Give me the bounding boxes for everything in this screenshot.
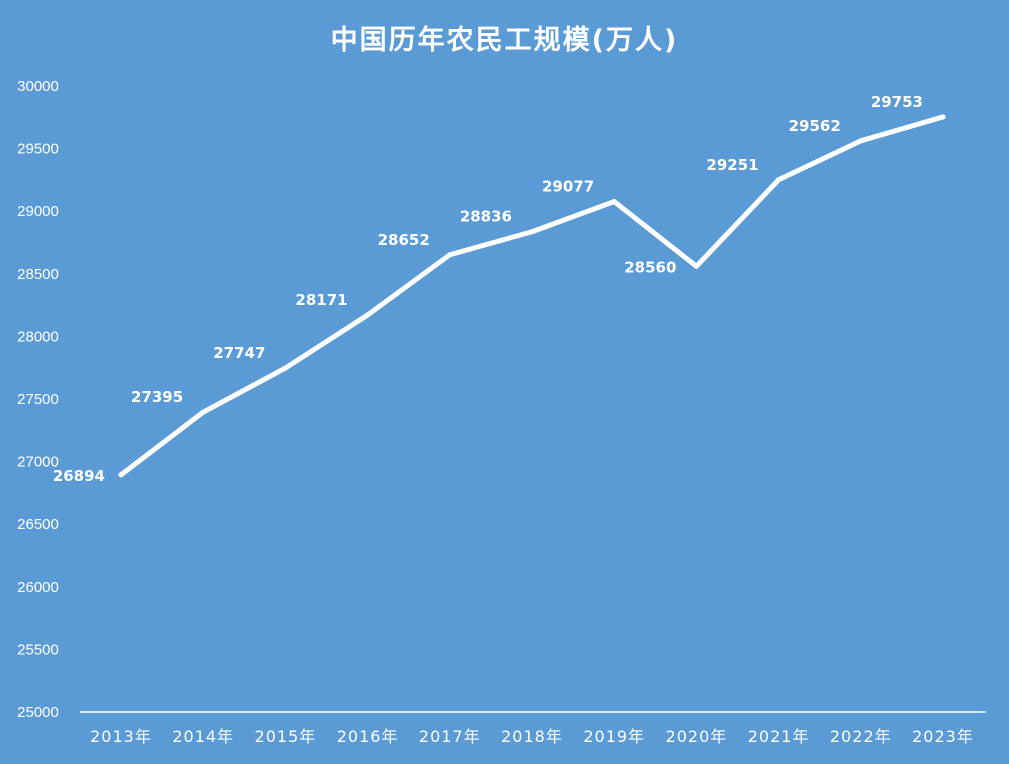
data-point — [693, 263, 699, 269]
data-label: 28560 — [624, 258, 676, 276]
data-point — [447, 252, 453, 258]
data-labels: 26894 27395 27747 28171 28652 28836 29077 28560… — [53, 93, 923, 485]
data-label: 28171 — [295, 291, 347, 309]
x-tick-label: 2022年 — [830, 727, 892, 746]
data-point — [282, 365, 288, 371]
x-tick-label: 2015年 — [255, 727, 317, 746]
y-tick-label: 27000 — [17, 454, 59, 471]
x-tick-label: 2014年 — [172, 727, 234, 746]
x-tick-label: 2020年 — [666, 727, 728, 746]
y-tick-label: 28000 — [17, 328, 59, 345]
x-axis-ticks: 2013年 2014年 2015年 2016年 2017年 2018年 2019年 2020年… — [90, 727, 974, 746]
data-point — [200, 409, 206, 415]
x-tick-label: 2017年 — [419, 727, 481, 746]
data-label: 27747 — [213, 344, 265, 362]
y-tick-label: 28500 — [17, 266, 59, 283]
data-label: 27395 — [131, 388, 183, 406]
y-tick-label: 25000 — [17, 704, 59, 721]
y-tick-label: 30000 — [17, 78, 59, 95]
data-label: 29562 — [789, 117, 841, 135]
y-axis-ticks: 25000 25500 26000 26500 27000 27500 28000 28500… — [17, 78, 59, 721]
data-label: 28652 — [378, 231, 430, 249]
y-tick-label: 26000 — [17, 579, 59, 596]
data-label: 26894 — [53, 467, 105, 485]
data-point — [858, 138, 864, 144]
data-point — [776, 177, 782, 183]
x-tick-label: 2023年 — [912, 727, 974, 746]
data-label: 29753 — [871, 93, 923, 111]
data-point — [118, 472, 124, 478]
data-point — [529, 229, 535, 235]
data-label: 28836 — [460, 208, 512, 226]
data-points — [118, 114, 946, 478]
y-tick-label: 27500 — [17, 391, 59, 408]
data-point — [940, 114, 946, 120]
data-label: 29077 — [542, 178, 594, 196]
x-tick-label: 2019年 — [583, 727, 645, 746]
y-tick-label: 29000 — [17, 203, 59, 220]
x-tick-label: 2021年 — [748, 727, 810, 746]
y-tick-label: 25500 — [17, 641, 59, 658]
x-tick-label: 2016年 — [337, 727, 399, 746]
data-point — [365, 312, 371, 318]
drop-lines — [120, 116, 944, 712]
data-label: 29251 — [706, 156, 758, 174]
x-tick-label: 2013年 — [90, 727, 152, 746]
y-tick-label: 29500 — [17, 141, 59, 158]
chart-title: 中国历年农民工规模(万人) — [330, 25, 679, 56]
x-tick-label: 2018年 — [501, 727, 563, 746]
y-tick-label: 26500 — [17, 516, 59, 533]
data-point — [611, 199, 617, 205]
